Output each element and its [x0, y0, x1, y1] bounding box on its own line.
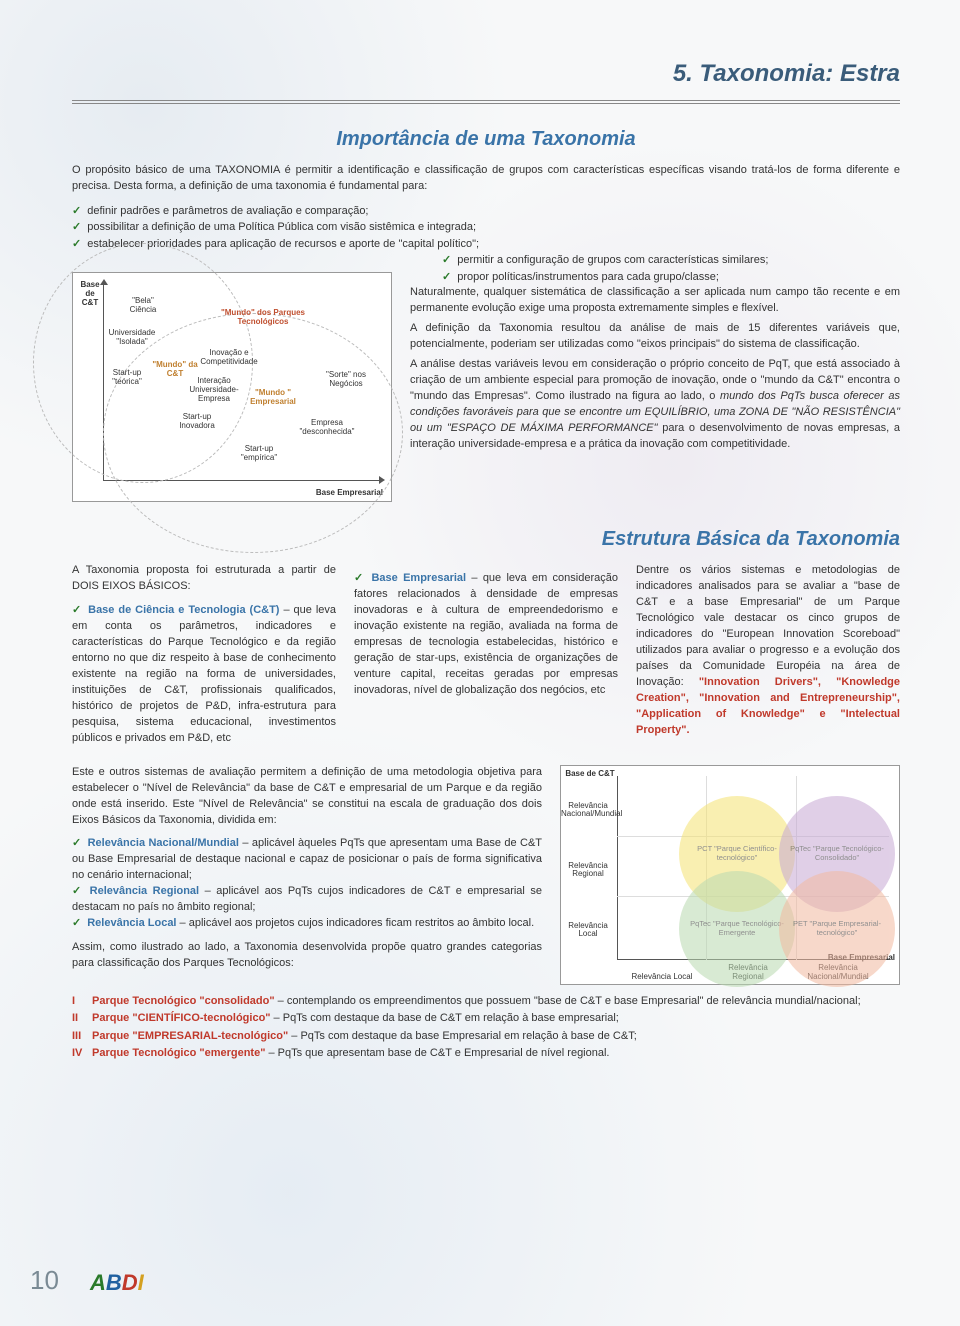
relevancia-item: Relevância Regional – aplicável aos PqTs… [72, 884, 542, 916]
d2-ytick: Relevância Regional [561, 862, 615, 880]
page-number: 10 [30, 1265, 59, 1296]
diagram-taxonomia: Base de C&T Relevância Nacional/Mundial … [560, 765, 900, 985]
roman-item: IIIParque "EMPRESARIAL-tecnológico" – Pq… [72, 1028, 900, 1046]
diagram-mundo: Base de C&T Base Empresarial "Bela" Ciên… [72, 272, 392, 502]
d2-axis-y: Base de C&T [565, 770, 615, 779]
section1-subbullets: permitir a configuração de grupos com ca… [442, 252, 900, 285]
node-bela: "Bela" Ciência [123, 297, 163, 315]
relevancia-list: Relevância Nacional/Mundial – aplicável … [72, 836, 542, 932]
col3-text: Dentre os vários sistemas e metodologias… [636, 563, 900, 738]
roman-item: IIParque "CIENTÍFICO-tecnológico" – PqTs… [72, 1010, 900, 1028]
section1-heading: Importância de uma Taxonomia [72, 128, 900, 151]
bullet: definir padrões e parâmetros de avaliaçã… [72, 203, 900, 220]
roman-item: IVParque Tecnológico "emergente" – PqTs … [72, 1045, 900, 1063]
region-mundo-pq: "Mundo" dos Parques Tecnológicos [213, 309, 313, 327]
d2-ytick: Relevância Local [561, 922, 615, 940]
taxonomy-circle: PqTec "Parque Tecnológico-Emergente [679, 871, 795, 987]
node-startup-inov: Start-up Inovadora [173, 413, 221, 431]
col2-bullet: Base Empresarial – que leva em considera… [354, 571, 618, 699]
section1-para1: Naturalmente, qualquer sistemática de cl… [410, 285, 900, 317]
node-emp-desc: Empresa "desconhecida" [295, 419, 359, 437]
node-sorte: "Sorte" nos Negócios [321, 371, 371, 389]
region-mundo-emp: "Mundo " Empresarial [243, 389, 303, 407]
three-column-block: A Taxonomia proposta foi estruturada a p… [72, 563, 900, 746]
lower-para1: Este e outros sistemas de avaliação perm… [72, 765, 542, 829]
logo: ABDI [90, 1270, 144, 1296]
region-mundo-ct: "Mundo" da C&T [145, 361, 205, 379]
taxonomy-circle: PET "Parque Empresarial-tecnológico" [779, 871, 895, 987]
subbullet: permitir a configuração de grupos com ca… [442, 252, 900, 269]
lower-para2: Assim, como ilustrado ao lado, a Taxonom… [72, 940, 542, 972]
col1-bullet: Base de Ciência e Tecnologia (C&T) – que… [72, 603, 336, 746]
page-title: 5. Taxonomia: Estra [72, 60, 900, 88]
section1-bullets: definir padrões e parâmetros de avaliaçã… [72, 203, 900, 253]
node-startup-teo: Start-up "teórica" [107, 369, 147, 387]
subbullet: propor políticas/instrumentos para cada … [442, 269, 900, 286]
d2-ytick: Relevância Nacional/Mundial [561, 802, 615, 820]
col1-intro: A Taxonomia proposta foi estruturada a p… [72, 563, 336, 595]
roman-item: IParque Tecnológico "consolidado" – cont… [72, 993, 900, 1011]
node-startup-emp: Start-up "empírica" [237, 445, 281, 463]
relevancia-item: Relevância Nacional/Mundial – aplicável … [72, 836, 542, 884]
node-inov-comp: Inovação e Competitividade [199, 349, 259, 367]
roman-categories: IParque Tecnológico "consolidado" – cont… [72, 993, 900, 1063]
relevancia-item: Relevância Local – aplicável aos projeto… [72, 916, 542, 932]
section1-para3: A análise destas variáveis levou em cons… [410, 357, 900, 453]
node-inter-ue: Interação Universidade-Empresa [183, 377, 245, 403]
d2-xtick: Relevância Local [627, 973, 697, 982]
section1-intro: O propósito básico de uma TAXONOMIA é pe… [72, 163, 900, 195]
bullet: possibilitar a definição de uma Política… [72, 219, 900, 236]
bullet: estabelecer prioridades para aplicação d… [72, 236, 900, 253]
divider [72, 100, 900, 104]
section1-para2: A definição da Taxonomia resultou da aná… [410, 321, 900, 353]
node-univ: Universidade "Isolada" [107, 329, 157, 347]
